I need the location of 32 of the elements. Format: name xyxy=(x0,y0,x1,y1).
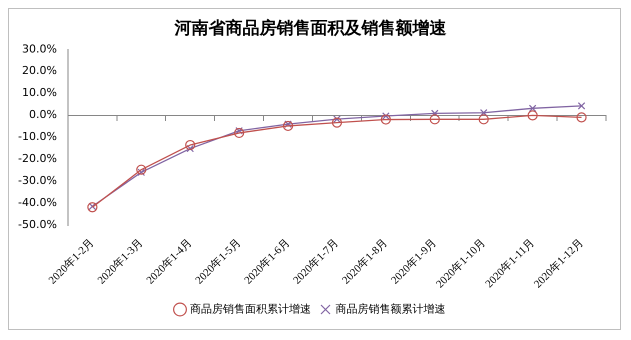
y-tick-label: 10.0% xyxy=(22,86,57,100)
point xyxy=(431,110,439,118)
y-tick-label: -50.0% xyxy=(18,218,57,232)
point xyxy=(478,114,489,124)
point xyxy=(136,164,146,175)
point xyxy=(138,168,146,176)
point xyxy=(186,144,194,152)
point xyxy=(528,110,538,120)
y-tick-label: -40.0% xyxy=(18,196,57,210)
legend-label: 商品房销售额累计增速 xyxy=(336,302,446,316)
point xyxy=(235,126,243,135)
point xyxy=(380,114,391,125)
point xyxy=(332,118,342,128)
point xyxy=(480,108,488,117)
point xyxy=(578,102,586,110)
point xyxy=(528,104,536,112)
point xyxy=(430,114,440,124)
y-tick-label: 30.0% xyxy=(22,42,57,56)
y-tick-label: 20.0% xyxy=(22,64,57,78)
y-tick-label: -30.0% xyxy=(18,174,57,188)
point xyxy=(185,140,196,150)
point xyxy=(576,112,587,122)
point xyxy=(234,128,244,138)
y-tick-label: 0.0% xyxy=(28,108,57,122)
y-tick-label: -20.0% xyxy=(18,152,57,166)
legend-label: 商品房销售面积累计增速 xyxy=(190,302,311,316)
point xyxy=(282,120,294,132)
point xyxy=(333,115,341,123)
chart-title: 河南省商品房销售面积及销售额增速 xyxy=(174,18,446,38)
point xyxy=(284,120,292,128)
point xyxy=(382,112,390,120)
y-tick-label: -10.0% xyxy=(18,130,57,144)
